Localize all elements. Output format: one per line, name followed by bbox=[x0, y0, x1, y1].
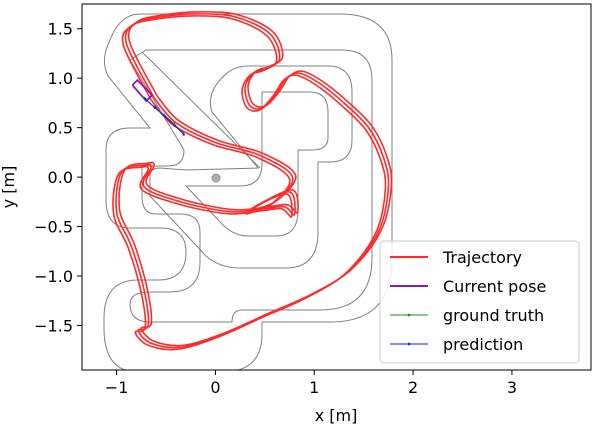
track-outer-boundary bbox=[103, 13, 393, 370]
legend-label-prediction: prediction bbox=[443, 335, 523, 354]
track-inner-boundary bbox=[129, 49, 373, 323]
series-layer bbox=[112, 11, 393, 351]
x-tick-label: 3 bbox=[507, 378, 517, 397]
legend-box bbox=[379, 240, 580, 364]
y-axis: −1.5 −1.0 −0.5 0.0 0.5 1.0 1.5 bbox=[34, 20, 82, 335]
series-point-prediction bbox=[144, 97, 147, 101]
legend-label-current-pose: Current pose bbox=[443, 277, 546, 296]
y-tick-label: −0.5 bbox=[34, 218, 73, 237]
plot-frame bbox=[81, 3, 592, 371]
legend-marker-prediction bbox=[407, 342, 411, 346]
series-line-trajectory-lap-1 bbox=[118, 11, 393, 347]
series-line-trajectory bbox=[115, 13, 390, 349]
series-point-prediction bbox=[182, 133, 185, 136]
track-island-inner bbox=[184, 91, 329, 237]
legend-label-trajectory: Trajectory bbox=[442, 248, 522, 267]
legend-label-ground-truth: ground truth bbox=[443, 306, 544, 325]
x-tick-label: 2 bbox=[408, 378, 418, 397]
origin-marker bbox=[211, 173, 221, 183]
y-tick-label: −1.0 bbox=[34, 267, 73, 286]
y-tick-label: −1.5 bbox=[34, 316, 73, 335]
y-tick-label: 0.5 bbox=[48, 119, 73, 138]
y-tick-label: 1.5 bbox=[48, 20, 73, 39]
series-point-prediction bbox=[163, 115, 167, 118]
legend: Trajectory Current pose ground truth predic… bbox=[379, 240, 580, 364]
series-point-prediction bbox=[173, 124, 177, 127]
series-point-prediction bbox=[153, 106, 157, 110]
x-axis: −1 0 1 2 3 bbox=[105, 370, 517, 397]
series-line-trajectory-lap-2 bbox=[112, 15, 387, 351]
x-tick-label: −1 bbox=[105, 378, 129, 397]
x-axis-label: x [m] bbox=[315, 406, 358, 425]
legend-marker-ground-truth bbox=[407, 313, 411, 317]
series-line-current-pose bbox=[131, 78, 154, 103]
x-tick-label: 1 bbox=[309, 378, 319, 397]
y-axis-label: y [m] bbox=[0, 166, 18, 209]
track-island bbox=[149, 65, 353, 269]
y-tick-label: 1.0 bbox=[48, 69, 73, 88]
y-tick-label: 0.0 bbox=[48, 168, 73, 187]
x-tick-label: 0 bbox=[210, 378, 220, 397]
track-outline bbox=[103, 13, 393, 370]
